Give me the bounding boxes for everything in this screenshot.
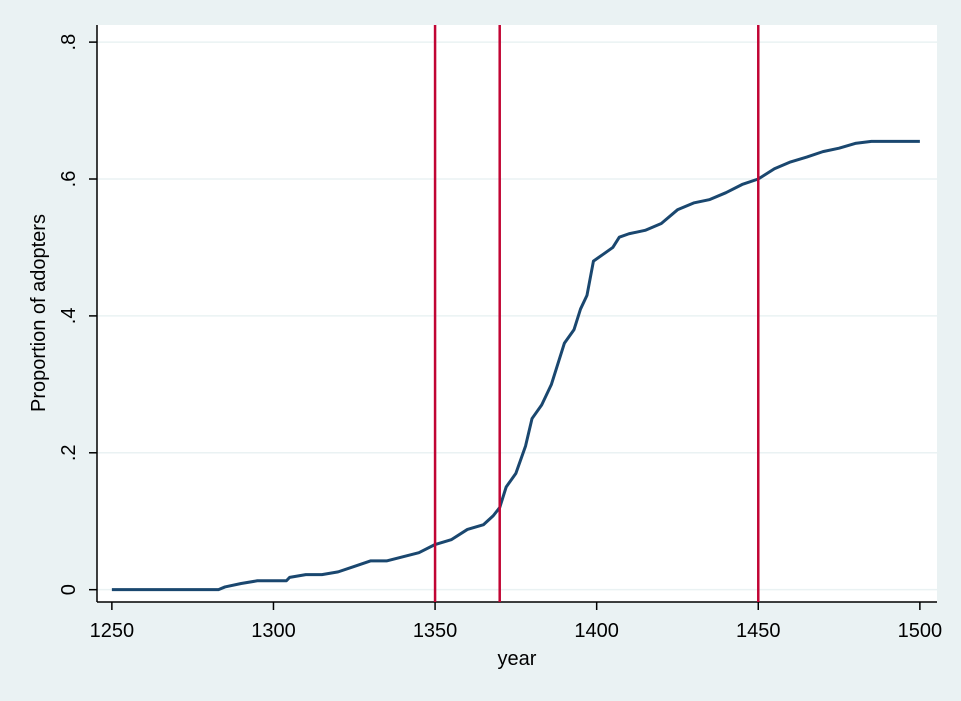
x-tick-label: 1300 bbox=[251, 620, 296, 642]
y-tick-label: 0 bbox=[58, 584, 80, 595]
y-tick-label: .8 bbox=[58, 34, 80, 51]
plot-area bbox=[97, 25, 937, 602]
x-tick-label: 1450 bbox=[736, 620, 781, 642]
y-tick-label: .4 bbox=[58, 308, 80, 325]
data-line bbox=[111, 139, 920, 592]
x-tick-label: 1500 bbox=[898, 620, 943, 642]
y-tick-label: .6 bbox=[58, 171, 80, 188]
x-tick-label: 1350 bbox=[413, 620, 458, 642]
y-axis-label: Proportion of adopters bbox=[28, 214, 50, 412]
x-tick-label: 1250 bbox=[90, 620, 135, 642]
x-axis-label: year bbox=[498, 648, 537, 670]
x-tick-label: 1400 bbox=[574, 620, 619, 642]
y-tick-label: .2 bbox=[58, 444, 80, 461]
